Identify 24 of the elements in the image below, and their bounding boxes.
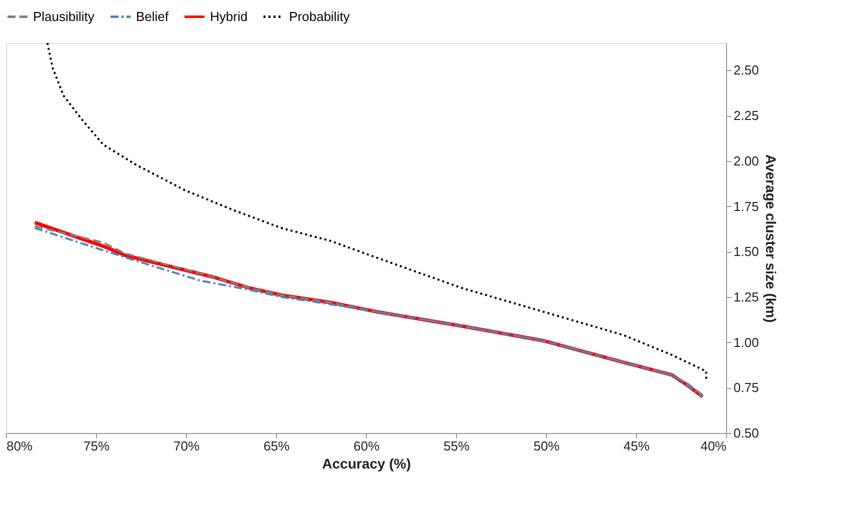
y-axis-title: Average cluster size (km) xyxy=(762,154,779,323)
legend-label: Hybrid xyxy=(210,8,248,24)
x-tick-label: 55% xyxy=(443,438,470,454)
y-tick-label: 1.00 xyxy=(734,334,759,350)
legend-label: Plausibility xyxy=(33,8,95,24)
x-tick-label: 50% xyxy=(533,438,560,454)
legend-label: Probability xyxy=(289,8,350,24)
x-tick-label: 40% xyxy=(700,438,727,454)
y-tick-label: 2.25 xyxy=(734,108,759,124)
y-tick-label: 0.50 xyxy=(734,426,759,440)
x-tick-label: 45% xyxy=(623,438,650,454)
x-tick-label: 80% xyxy=(6,438,33,454)
x-tick-label: 70% xyxy=(173,438,200,454)
x-tick-label: 65% xyxy=(263,438,290,454)
y-tick-label: 2.50 xyxy=(734,62,759,78)
y-tick-label: 1.75 xyxy=(734,198,759,214)
y-tick-label: 1.25 xyxy=(734,289,759,304)
legend-label: Belief xyxy=(136,8,169,24)
x-tick-label: 60% xyxy=(353,438,380,454)
y-tick-label: 2.00 xyxy=(734,153,759,168)
x-axis-title: Accuracy (%) xyxy=(322,456,411,472)
x-tick-label: 75% xyxy=(83,438,110,454)
y-tick-label: 0.75 xyxy=(734,380,759,396)
y-tick-label: 1.50 xyxy=(734,244,759,260)
